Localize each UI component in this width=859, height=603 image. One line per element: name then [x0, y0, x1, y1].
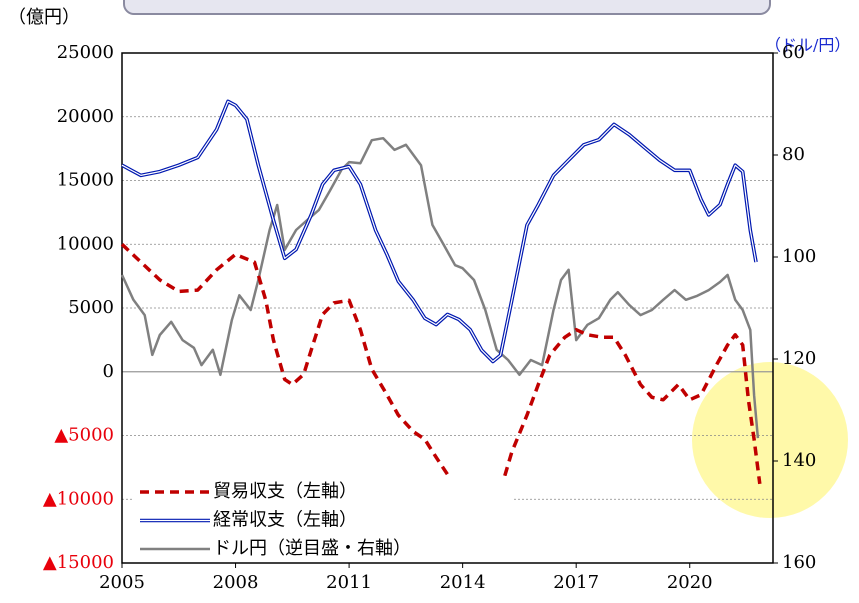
- legend-label: 貿易収支（左軸）: [213, 481, 357, 502]
- y-tick-label: 0: [103, 361, 114, 382]
- y2-tick-label: 120: [782, 348, 816, 369]
- y2-tick-label: 160: [782, 552, 816, 573]
- y-tick-label: ▲15000: [43, 552, 114, 573]
- y2-tick-label: 140: [782, 450, 816, 471]
- y-tick-label: ▲10000: [43, 488, 114, 509]
- series-line-inner: [121, 100, 757, 363]
- y-axis-label: （億円）: [8, 7, 80, 28]
- x-tick-label: 2011: [326, 572, 372, 593]
- y-tick-label: ▲5000: [54, 425, 114, 446]
- y-tick-label: 5000: [68, 297, 114, 318]
- x-tick-label: 2008: [213, 572, 259, 593]
- x-tick-label: 2014: [440, 572, 486, 593]
- plot-frame: [121, 52, 774, 564]
- highlight-circle: [692, 362, 848, 518]
- legend: 貿易収支（左軸） 経常収支（左軸） ドル円（逆目盛・右軸）: [132, 476, 512, 562]
- title-bar: [123, 0, 771, 15]
- x-tick-label: 2017: [553, 572, 599, 593]
- y2-tick-label: 80: [782, 144, 805, 165]
- x-tick-label: 2020: [667, 572, 713, 593]
- legend-label: ドル円（逆目盛・右軸）: [213, 538, 411, 559]
- y2-axis-label: （ドル/円）: [765, 36, 850, 55]
- y2-tick-label: 60: [782, 42, 805, 63]
- series-line: [120, 136, 760, 439]
- x-tick-label: 2005: [99, 572, 145, 593]
- y-tick-label: 20000: [57, 106, 114, 127]
- legend-label: 経常収支（左軸）: [213, 510, 357, 531]
- y-tick-label: 15000: [57, 170, 114, 191]
- y-tick-label: 10000: [57, 233, 114, 254]
- y-tick-label: 25000: [57, 42, 114, 63]
- y2-tick-label: 100: [782, 246, 816, 267]
